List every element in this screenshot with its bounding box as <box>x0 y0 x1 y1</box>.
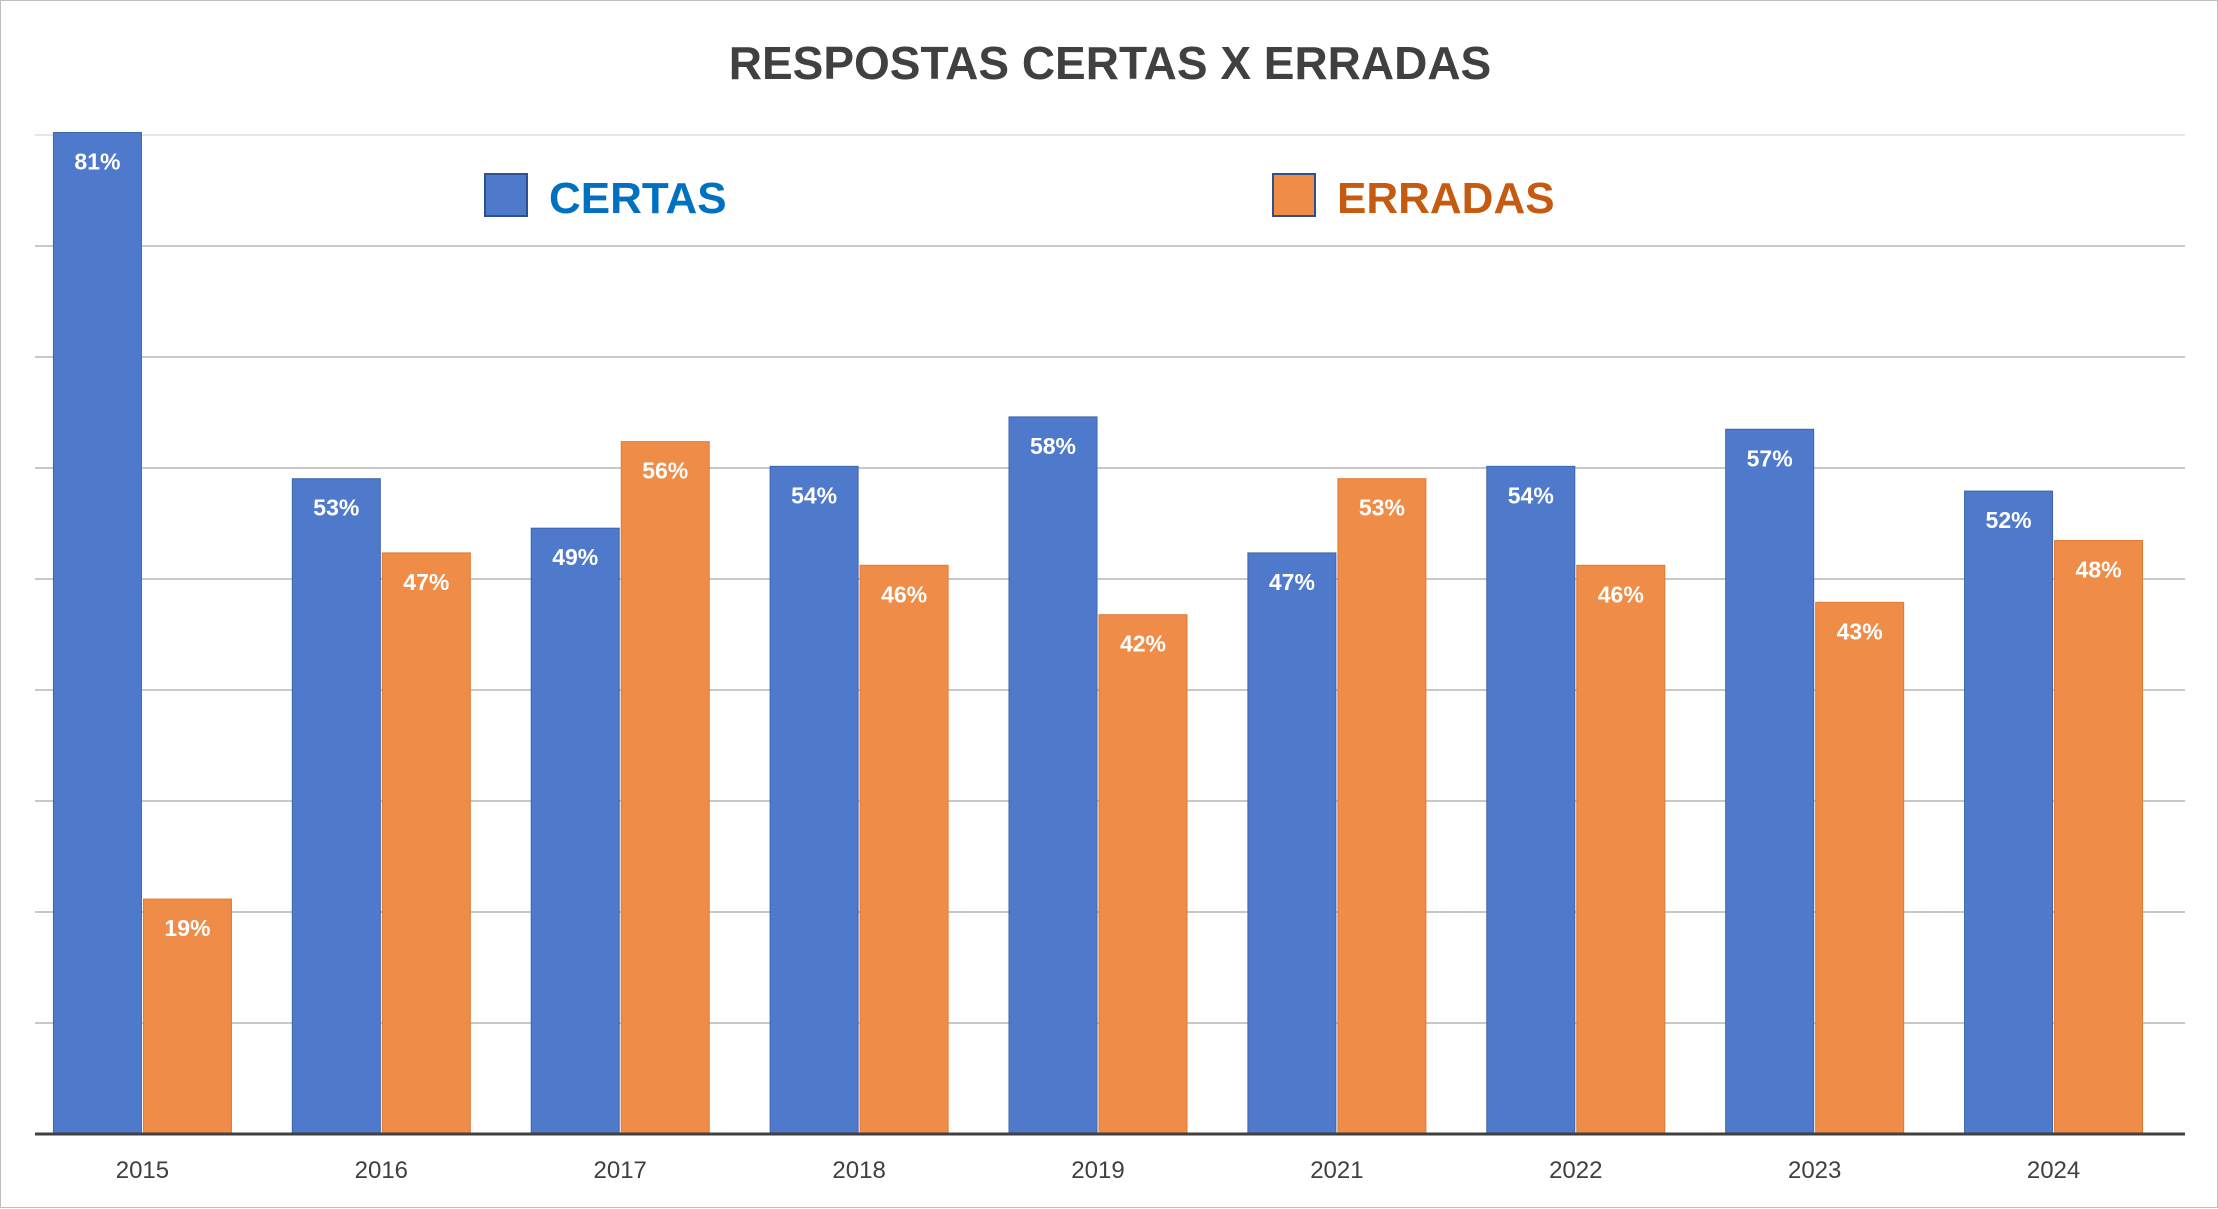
bar-erradas-2024 <box>2054 540 2144 1135</box>
x-tick-label: 2017 <box>594 1157 647 1184</box>
bars <box>52 132 2144 1135</box>
data-label: 58% <box>1030 433 1076 459</box>
data-label: 42% <box>1120 631 1166 657</box>
data-label: 43% <box>1837 618 1883 644</box>
legend: CERTAS ERRADAS <box>484 173 1555 223</box>
bar-erradas-2023 <box>1815 601 1905 1135</box>
bar-erradas-2016 <box>381 552 471 1135</box>
chart-title: RESPOSTAS CERTAS X ERRADAS <box>729 37 1492 89</box>
data-label: 46% <box>881 581 927 607</box>
data-label: 19% <box>164 915 210 941</box>
bar-certas-2015 <box>52 132 142 1135</box>
data-labels: 81% 19% 53% 47% 49% 56% 54% 46% 58% 42% 47% 53% 54% 4… <box>74 149 2121 942</box>
data-label: 49% <box>552 544 598 570</box>
bar-certas-2021 <box>1247 552 1337 1135</box>
bar-certas-2018 <box>769 465 859 1135</box>
x-tick-label: 2019 <box>1071 1157 1124 1184</box>
legend-swatch <box>1272 173 1316 217</box>
x-tick-label: 2023 <box>1788 1157 1841 1184</box>
legend-label: ERRADAS <box>1337 174 1555 223</box>
data-label: 52% <box>1986 507 2032 533</box>
data-label: 81% <box>74 149 120 175</box>
bar-certas-2019 <box>1008 416 1098 1135</box>
x-tick-label: 2016 <box>355 1157 408 1184</box>
data-label: 53% <box>1359 495 1405 521</box>
x-tick-label: 2021 <box>1310 1157 1363 1184</box>
bar-erradas-2019 <box>1098 614 1188 1135</box>
bar-erradas-2017 <box>620 441 710 1135</box>
x-tick-label: 2022 <box>1549 1157 1602 1184</box>
data-label: 46% <box>1598 581 1644 607</box>
x-axis-ticks: 2015 2016 2017 2018 2019 2021 2022 2023 2024 <box>116 1157 2081 1184</box>
data-label: 54% <box>791 482 837 508</box>
bar-certas-2017 <box>530 527 620 1135</box>
data-label: 47% <box>1269 569 1315 595</box>
data-label: 48% <box>2076 557 2122 583</box>
bar-certas-2016 <box>291 478 381 1135</box>
data-label: 56% <box>642 458 688 484</box>
bar-erradas-2015 <box>142 898 232 1135</box>
data-label: 54% <box>1508 482 1554 508</box>
bar-certas-2023 <box>1725 428 1815 1135</box>
bar-erradas-2021 <box>1337 478 1427 1135</box>
bar-erradas-2018 <box>859 564 949 1135</box>
x-tick-label: 2018 <box>832 1157 885 1184</box>
x-tick-label: 2015 <box>116 1157 169 1184</box>
data-label: 57% <box>1747 445 1793 471</box>
bar-certas-2022 <box>1486 465 1576 1135</box>
bar-erradas-2022 <box>1576 564 1666 1135</box>
legend-swatch <box>484 173 528 217</box>
data-label: 53% <box>313 495 359 521</box>
data-label: 47% <box>403 569 449 595</box>
legend-label: CERTAS <box>549 174 727 223</box>
x-tick-label: 2024 <box>2027 1157 2080 1184</box>
bar-certas-2024 <box>1964 490 2054 1135</box>
